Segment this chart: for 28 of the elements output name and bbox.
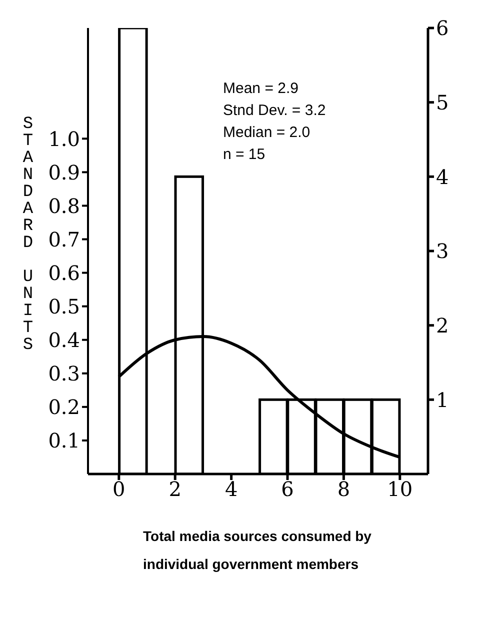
y2-tick-label: 4 [436,164,449,189]
y-tick-label: 0.5 [48,294,80,318]
annotation: Stnd Dev. = 3.2 [223,101,326,121]
y2-tick-label: 3 [436,239,449,264]
x-tick-label: 0 [112,477,126,502]
annotation: n = 15 [223,145,266,165]
y-tick-label: 0.3 [48,362,80,386]
y-tick-label: 0.9 [48,160,80,184]
y-tick-label: 0.1 [48,428,80,453]
y-tick-label: 0.4 [48,328,80,352]
x-tick-label: 10 [387,477,413,502]
x-axis-title: Total media sources consumed by individual government members [143,527,372,574]
x-tick-label: 8 [337,477,350,502]
y2-tick-label: 6 [436,16,449,40]
y-tick-label: 0.8 [48,194,80,218]
x-tick-label: 6 [281,477,294,502]
y-tick-label: 1.0 [48,126,80,151]
text: STANDARD UNITS [22,115,34,355]
y-tick-label: 0.2 [48,395,80,420]
y2-tick-label: 2 [436,313,449,338]
y2-tick-label: 1 [436,388,449,412]
y2-tick-label: 5 [436,90,449,114]
x-tick-label: 2 [168,477,182,502]
x-tick-label: 4 [224,477,238,502]
annotation: Mean = 2.9 [223,79,300,99]
y-tick-label: 0.7 [48,227,80,252]
y-tick-label: 0.6 [48,260,80,285]
annotation: Median = 2.0 [223,123,312,143]
